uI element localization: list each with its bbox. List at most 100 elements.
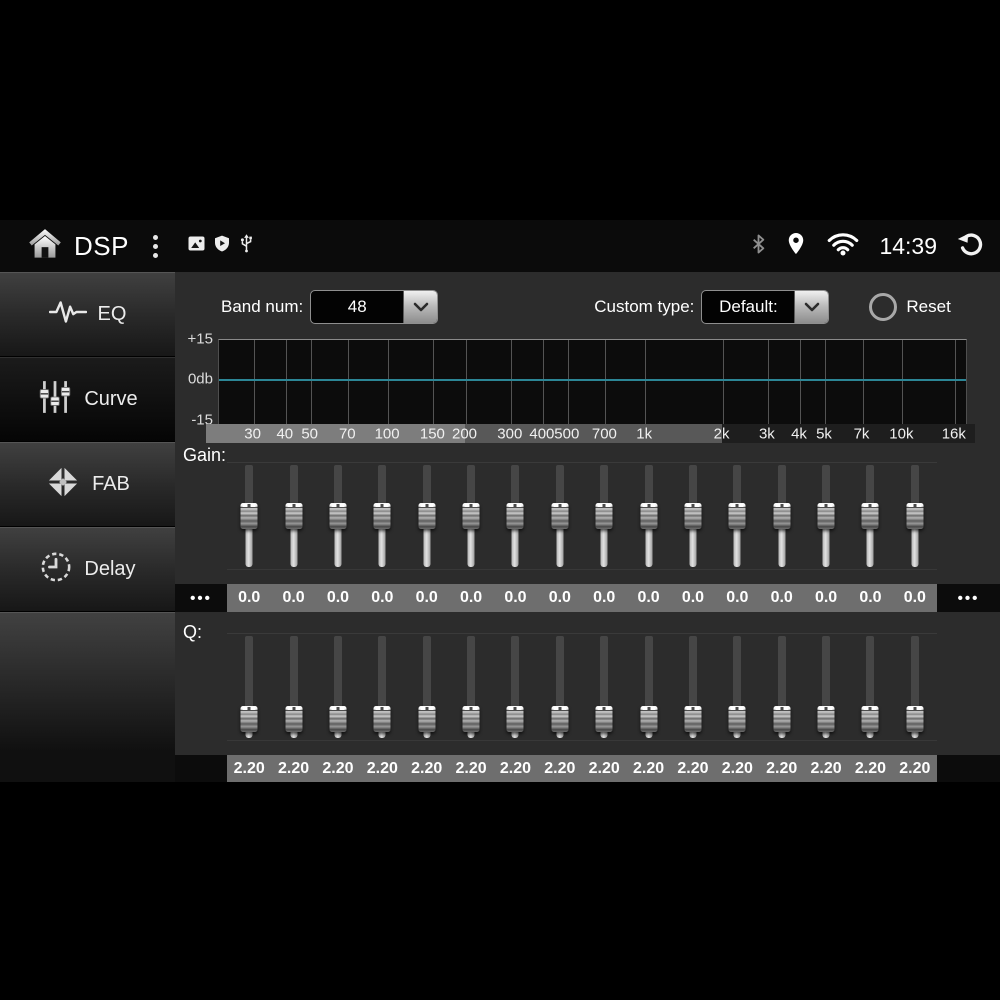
slider-track-upper xyxy=(422,465,431,516)
q-slider-handle[interactable] xyxy=(861,705,879,732)
q-slider-handle[interactable] xyxy=(595,705,613,732)
q-slider-5[interactable] xyxy=(405,634,449,740)
overflow-menu-icon[interactable] xyxy=(149,231,162,262)
q-slider-handle[interactable] xyxy=(551,705,569,732)
q-value-3: 2.20 xyxy=(322,759,354,777)
gain-overflow-right[interactable]: ••• xyxy=(937,584,1000,612)
gain-slider-14[interactable] xyxy=(804,463,848,569)
q-slider-3[interactable] xyxy=(316,634,360,740)
gain-slider-handle[interactable] xyxy=(817,503,835,529)
gain-slider-handle[interactable] xyxy=(728,503,746,529)
q-slider-2[interactable] xyxy=(271,634,315,740)
eq-curve-flat-line xyxy=(219,379,966,381)
q-slider-handle[interactable] xyxy=(462,705,480,732)
gain-slider-handle[interactable] xyxy=(506,503,524,529)
gain-slider-handle[interactable] xyxy=(373,503,391,529)
gain-slider-15[interactable] xyxy=(848,463,892,569)
graph-gridline xyxy=(285,340,287,424)
q-slider-15[interactable] xyxy=(848,634,892,740)
q-slider-14[interactable] xyxy=(804,634,848,740)
band-num-dropdown[interactable]: 48 xyxy=(310,290,439,324)
q-slider-handle[interactable] xyxy=(418,705,436,732)
gain-slider-handle[interactable] xyxy=(595,503,613,529)
frequency-axis-segment xyxy=(464,424,722,443)
q-slider-13[interactable] xyxy=(760,634,804,740)
gain-slider-4[interactable] xyxy=(360,463,404,569)
q-slider-handle[interactable] xyxy=(285,705,303,732)
sidebar-item-eq[interactable]: EQ xyxy=(0,272,175,357)
sidebar-item-curve[interactable]: Curve xyxy=(0,357,175,442)
q-slider-11[interactable] xyxy=(671,634,715,740)
q-slider-handle[interactable] xyxy=(506,705,524,732)
graph-gridline xyxy=(388,340,390,424)
back-arrow-icon[interactable] xyxy=(956,231,986,262)
gain-slider-handle[interactable] xyxy=(861,503,879,529)
slider-track-lower xyxy=(689,516,697,567)
graph-plot-area xyxy=(218,339,967,424)
home-icon[interactable] xyxy=(28,228,62,264)
graph-gridline xyxy=(348,340,350,424)
q-slider-handle[interactable] xyxy=(373,705,391,732)
gain-slider-8[interactable] xyxy=(538,463,582,569)
q-slider-10[interactable] xyxy=(626,634,670,740)
gain-slider-10[interactable] xyxy=(626,463,670,569)
gain-slider-6[interactable] xyxy=(449,463,493,569)
custom-type-dropdown[interactable]: Default: xyxy=(701,290,830,324)
gain-slider-3[interactable] xyxy=(316,463,360,569)
q-slider-handle[interactable] xyxy=(329,705,347,732)
q-slider-handle[interactable] xyxy=(817,705,835,732)
slider-track-lower xyxy=(423,729,431,738)
gain-slider-handle[interactable] xyxy=(285,503,303,529)
gain-overflow-left[interactable]: ••• xyxy=(175,584,227,612)
gain-slider-1[interactable] xyxy=(227,463,271,569)
gain-slider-7[interactable] xyxy=(493,463,537,569)
q-slider-handle[interactable] xyxy=(728,705,746,732)
slider-track-lower xyxy=(556,516,564,567)
gain-value-12: 0.0 xyxy=(726,589,749,606)
q-slider-16[interactable] xyxy=(893,634,937,740)
chevron-down-icon[interactable] xyxy=(794,291,829,323)
reset-button[interactable]: Reset xyxy=(869,293,951,321)
q-value-4: 2.20 xyxy=(366,759,398,777)
sidebar-item-fab[interactable]: FAB xyxy=(0,442,175,527)
q-slider-handle[interactable] xyxy=(640,705,658,732)
q-slider-12[interactable] xyxy=(715,634,759,740)
sidebar-item-delay[interactable]: Delay xyxy=(0,527,175,612)
graph-gridline xyxy=(465,340,467,424)
gain-slider-13[interactable] xyxy=(760,463,804,569)
q-slider-handle[interactable] xyxy=(773,705,791,732)
gain-slider-16[interactable] xyxy=(893,463,937,569)
q-slider-handle[interactable] xyxy=(240,705,258,732)
chevron-down-icon[interactable] xyxy=(403,291,438,323)
gain-slider-handle[interactable] xyxy=(684,503,702,529)
q-slider-1[interactable] xyxy=(227,634,271,740)
dsp-app-body: EQ Curve FAB Delay Band num: 48 Custom type… xyxy=(0,272,1000,782)
gain-slider-5[interactable] xyxy=(405,463,449,569)
gain-section-label: Gain: xyxy=(183,445,227,465)
q-slider-4[interactable] xyxy=(360,634,404,740)
gain-slider-handle[interactable] xyxy=(240,503,258,529)
gain-slider-handle[interactable] xyxy=(906,503,924,529)
gain-slider-handle[interactable] xyxy=(462,503,480,529)
gain-slider-12[interactable] xyxy=(715,463,759,569)
q-slider-8[interactable] xyxy=(538,634,582,740)
gain-slider-handle[interactable] xyxy=(773,503,791,529)
gain-slider-11[interactable] xyxy=(671,463,715,569)
gain-slider-handle[interactable] xyxy=(418,503,436,529)
gain-slider-2[interactable] xyxy=(271,463,315,569)
q-slider-handle[interactable] xyxy=(906,705,924,732)
sidebar-item-label: EQ xyxy=(97,303,127,325)
gain-slider-handle[interactable] xyxy=(329,503,347,529)
q-slider-6[interactable] xyxy=(449,634,493,740)
slider-track-lower xyxy=(778,729,786,738)
gain-slider-9[interactable] xyxy=(582,463,626,569)
gain-slider-handle[interactable] xyxy=(640,503,658,529)
gain-slider-handle[interactable] xyxy=(551,503,569,529)
slider-track-lower xyxy=(645,516,653,567)
q-slider-7[interactable] xyxy=(493,634,537,740)
location-icon xyxy=(785,231,807,261)
frequency-tick-label: 1k xyxy=(636,425,653,442)
q-slider-9[interactable] xyxy=(582,634,626,740)
frequency-tick-label: 4k xyxy=(791,425,807,442)
q-slider-handle[interactable] xyxy=(684,705,702,732)
